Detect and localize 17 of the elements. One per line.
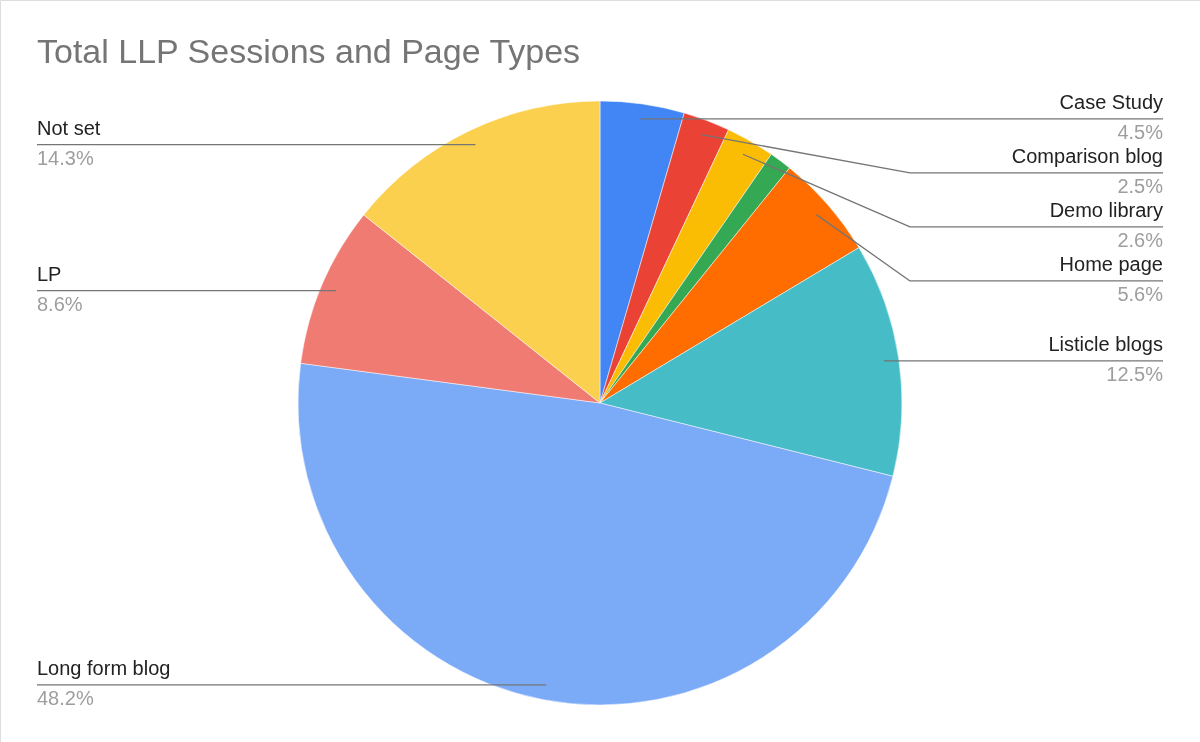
slice-label: Case Study	[1059, 90, 1163, 113]
slice-label: LP	[37, 262, 62, 285]
slice-label: Home page	[1059, 252, 1163, 275]
chart-title: Total LLP Sessions and Page Types	[37, 32, 581, 70]
data-label: 2.6%	[1117, 228, 1164, 251]
data-label: 14.3%	[37, 146, 94, 169]
slice-label: Not set	[37, 116, 101, 139]
data-label: 2.5%	[1117, 174, 1164, 197]
data-label: 12.5%	[1106, 362, 1164, 385]
data-label: 4.5%	[1117, 120, 1164, 143]
data-label: 48.2%	[37, 686, 94, 709]
slice-label: Comparison blog	[1011, 144, 1163, 167]
data-label: 8.6%	[37, 292, 83, 315]
data-label: 5.6%	[1117, 282, 1164, 305]
slice-label: Demo library	[1049, 198, 1163, 221]
slice-label: Listicle blogs	[1048, 332, 1163, 355]
slice-label: Long form blog	[37, 656, 171, 679]
